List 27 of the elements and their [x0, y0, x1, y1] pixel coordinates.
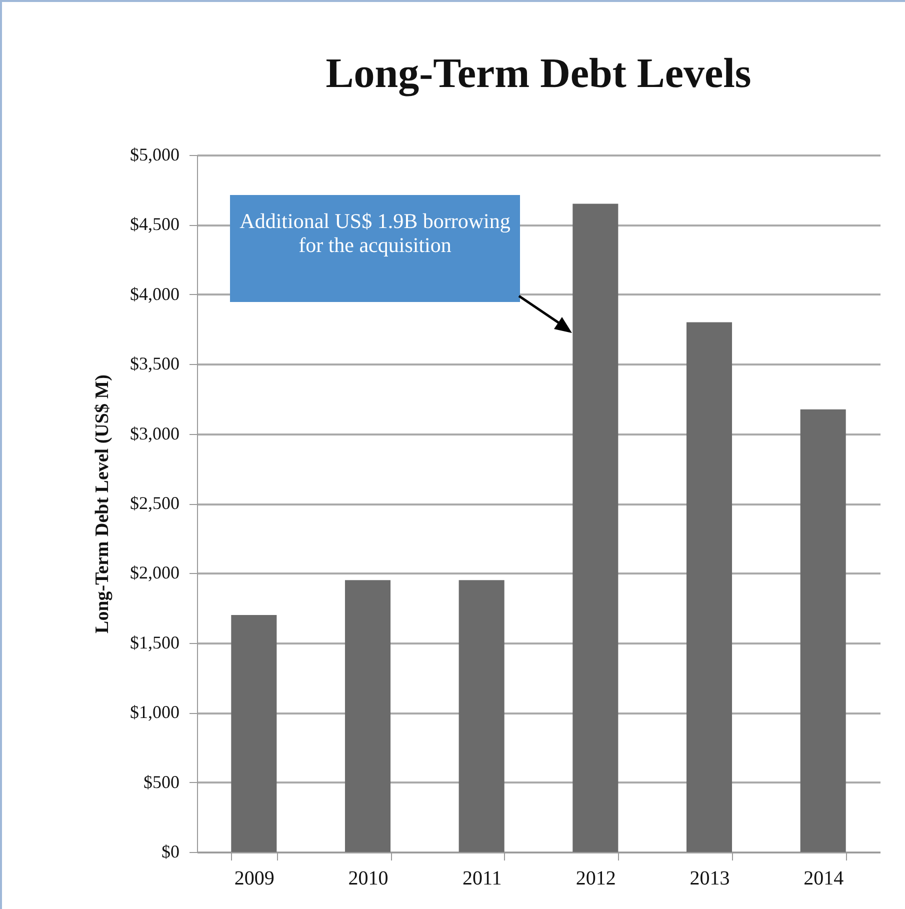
bar: [344, 580, 391, 852]
y-tick-label: $5,000: [130, 144, 180, 164]
bar: [800, 409, 846, 852]
y-tick-label: $3,000: [130, 423, 180, 444]
x-tick-label: 2009: [234, 868, 274, 890]
x-tick-label: 2014: [804, 868, 844, 890]
bar: [572, 204, 618, 852]
x-tick-label: 2011: [462, 868, 502, 890]
x-tick-label: 2012: [576, 868, 616, 890]
y-tick-label: $2,500: [130, 493, 180, 513]
annotation: Additional US$ 1.9B borrowing for the acquisition: [240, 209, 510, 257]
bar: [231, 615, 277, 852]
y-axis-title: Long-Term Debt Level (US$ M): [92, 374, 113, 634]
y-tick-label: $4,500: [130, 214, 180, 234]
y-tick-label: $4,000: [130, 284, 180, 304]
chart-title: Long-Term Debt Levels: [326, 51, 752, 97]
x-tick-label: 2013: [690, 868, 730, 890]
y-tick-label: $0: [162, 842, 180, 862]
y-tick-label: $1,500: [130, 632, 180, 652]
bar: [686, 322, 732, 852]
y-tick-label: $1,000: [130, 702, 180, 722]
callout-box: Additional US$ 1.9B borrowing for the acquisition: [230, 195, 520, 302]
y-tick-label: $500: [144, 772, 180, 792]
y-tick-label: $2,000: [130, 562, 180, 583]
x-tick-label: 2010: [348, 868, 388, 890]
y-tick-label: $3,500: [130, 354, 180, 374]
bar: [458, 580, 504, 852]
